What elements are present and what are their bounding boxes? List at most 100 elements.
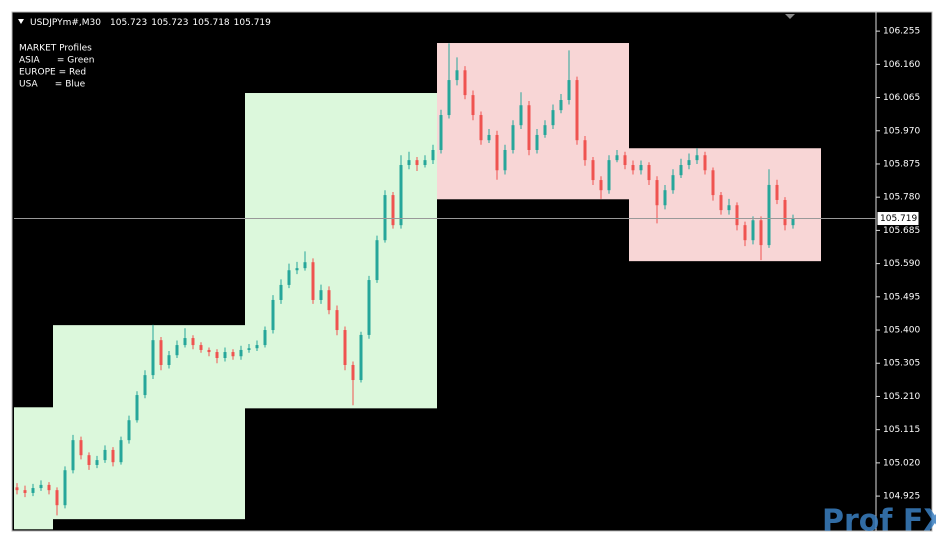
candle-body [463, 70, 467, 96]
candle-body [543, 125, 547, 135]
y-tick-label: 106.160 [883, 60, 920, 70]
candle-body [663, 190, 667, 206]
candle-body [79, 440, 83, 456]
candle-body [87, 455, 91, 465]
candle-body [559, 100, 563, 111]
candle-body [119, 440, 123, 463]
menu-arrow[interactable] [18, 19, 24, 24]
candle-body [143, 375, 147, 396]
candle-body [311, 262, 315, 300]
candle-body [199, 345, 203, 350]
y-tick-label: 106.065 [883, 93, 920, 103]
candle-body [751, 220, 755, 241]
candle-body [263, 330, 267, 346]
candle-body [351, 364, 355, 381]
chart-header: USDJPYm#,M30 105.723 105.723 105.718 105.719 [30, 18, 271, 28]
candle-body [471, 95, 475, 116]
candle-body [607, 160, 611, 191]
candle-body [295, 268, 299, 271]
candle-body [239, 349, 243, 357]
candle-body [783, 199, 787, 226]
candle-body [399, 165, 403, 226]
candle-body [375, 240, 379, 281]
candle-body [527, 105, 531, 150]
y-tick-label: 105.020 [883, 458, 920, 468]
candle-body [767, 184, 771, 246]
candle-body [479, 115, 483, 141]
candle-body [671, 175, 675, 191]
y-tick-label: 105.970 [883, 126, 920, 136]
candle-body [415, 160, 419, 166]
candle-body [191, 338, 195, 346]
bid-label-box [876, 211, 920, 227]
candle-body [319, 290, 323, 300]
candle-body [23, 490, 27, 493]
y-tick-label: 104.925 [883, 492, 920, 502]
session-box [245, 93, 437, 409]
candle-body [71, 440, 75, 471]
candle-body [391, 195, 395, 226]
candle-body [367, 280, 371, 335]
y-tick-label: 105.875 [883, 159, 920, 169]
candle-body [271, 299, 275, 331]
candle-body [127, 420, 131, 441]
legend-line: EUROPE = Red [19, 68, 86, 78]
candle-body [63, 470, 67, 506]
candle-body [231, 352, 235, 357]
candle-body [103, 449, 107, 461]
candle-body [455, 70, 459, 81]
candle-body [687, 160, 691, 166]
candle-body [151, 340, 155, 376]
candle-body [743, 225, 747, 241]
candle-body [679, 165, 683, 176]
candle-body [423, 160, 427, 166]
candle-body [703, 155, 707, 171]
y-tick-label: 105.685 [883, 226, 920, 236]
candle-body [135, 395, 139, 421]
candle-body [383, 195, 387, 241]
candle-body [159, 340, 163, 365]
candle-body [15, 487, 19, 491]
candle-body [39, 484, 43, 489]
bid-label: 105.719 [880, 214, 917, 224]
candle-body [327, 290, 331, 311]
candle-body [647, 165, 651, 181]
legend-line: ASIA = Green [19, 56, 95, 66]
candle-body [207, 349, 211, 353]
candle-body [447, 80, 451, 116]
candle-body [439, 115, 443, 150]
session-box [629, 148, 821, 262]
candle-body [255, 345, 259, 349]
y-tick-label: 105.495 [883, 292, 920, 302]
legend-line: MARKET Profiles [19, 44, 92, 54]
y-tick-label: 105.115 [883, 425, 920, 435]
y-tick-label: 105.590 [883, 259, 920, 269]
candle-body [711, 170, 715, 196]
session-box [437, 43, 629, 200]
candle-body [183, 338, 187, 346]
candle-body [599, 180, 603, 191]
candle-body [511, 125, 515, 150]
candle-body [167, 355, 171, 365]
y-tick-label: 105.210 [883, 392, 920, 402]
candle-body [575, 80, 579, 141]
candle-body [727, 205, 731, 211]
candle-body [175, 345, 179, 356]
candle-body [695, 155, 699, 161]
candle-body [719, 195, 723, 211]
candle-body [335, 310, 339, 331]
candle-body [639, 165, 643, 171]
y-tick-label: 105.400 [883, 326, 920, 336]
legend-line: USA = Blue [19, 80, 86, 90]
candle-body [47, 484, 51, 491]
candle-body [759, 220, 763, 246]
candle-body [279, 284, 283, 300]
candle-body [551, 110, 555, 126]
candle-body [791, 218, 795, 226]
y-tick-label: 105.305 [883, 359, 920, 369]
candle-body [487, 134, 491, 141]
candle-body [583, 140, 587, 161]
candle-body [623, 155, 627, 166]
header-item: 105.719 [234, 18, 271, 28]
candle-body [407, 160, 411, 166]
